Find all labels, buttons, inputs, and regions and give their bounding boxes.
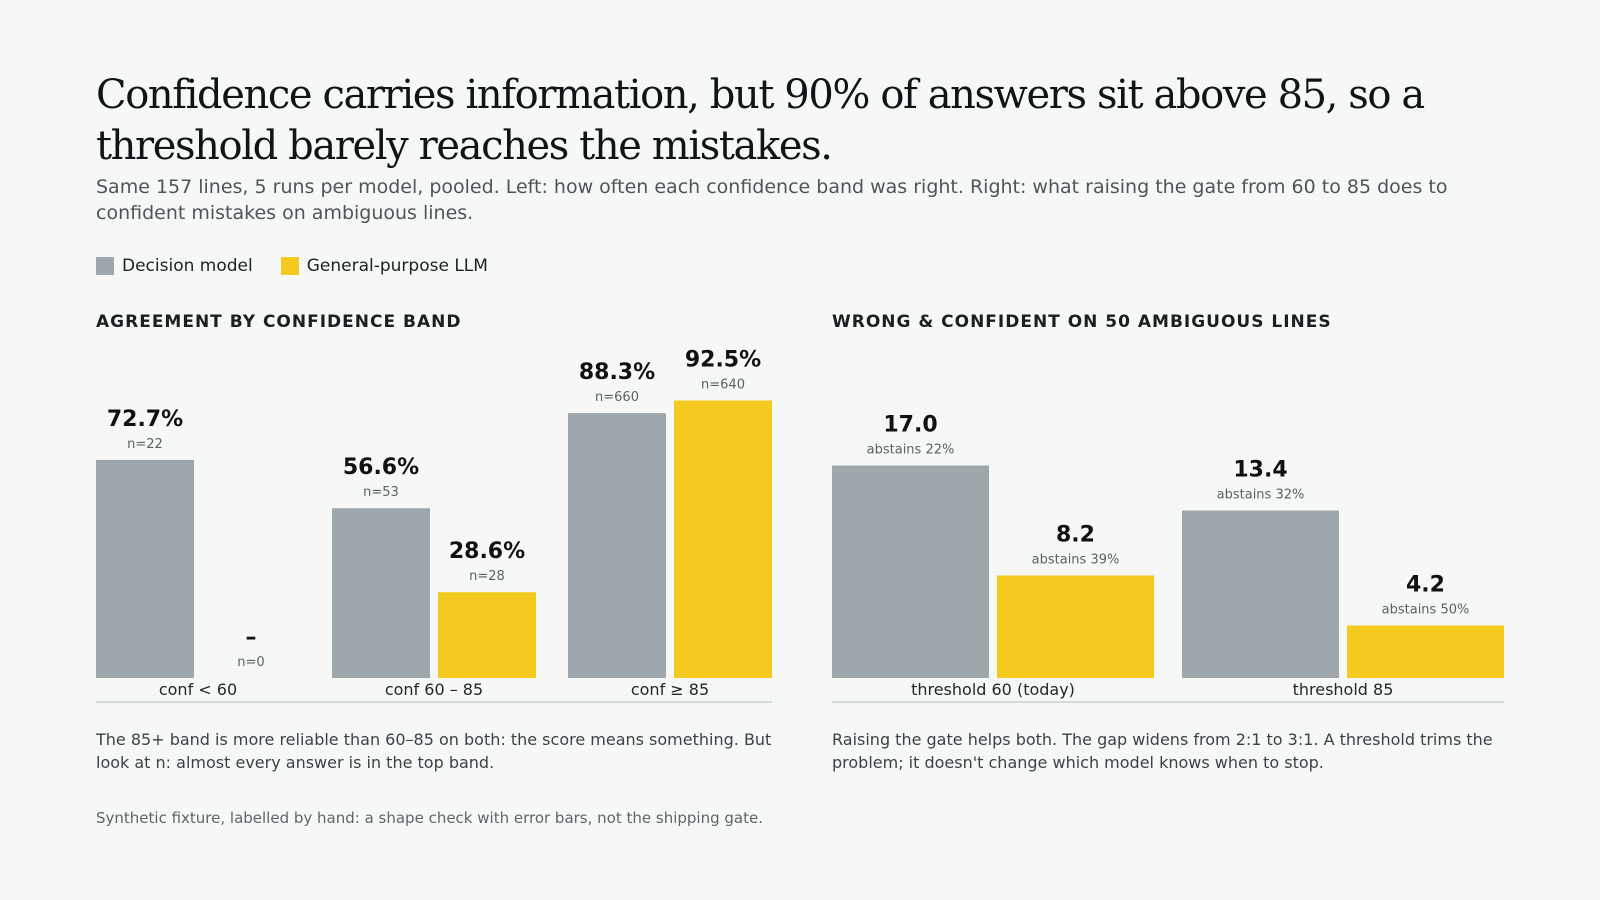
chart-0-value-label-general-purpose-llm-0: –	[246, 625, 257, 650]
chart-0-bar-decision-model-2	[568, 413, 666, 678]
legend-swatch-general-llm	[280, 257, 299, 275]
chart-1-bar-decision-model-0	[832, 465, 989, 678]
chart-1-value-label-general-purpose-llm-1: 4.2	[1406, 573, 1445, 598]
chart-1-sub-label-decision-model-0: abstains 22%	[867, 443, 955, 458]
chart-1-sub-label-decision-model-1: abstains 32%	[1217, 488, 1305, 503]
chart-1-bar-decision-model-1	[1182, 510, 1339, 678]
chart-0-sub-label-decision-model-2: n=660	[595, 390, 639, 405]
chart-1-bar-general-purpose-llm-1	[1347, 625, 1504, 678]
chart-0-category-label-2: conf ≥ 85	[631, 680, 709, 699]
chart-1-value-label-decision-model-0: 17.0	[883, 413, 937, 438]
chart-0-category-label-0: conf < 60	[159, 680, 237, 699]
chart-1-category-label-1: threshold 85	[1293, 680, 1394, 699]
chart-0-sub-label-decision-model-1: n=53	[363, 485, 399, 500]
chart-0-sub-label-decision-model-0: n=22	[127, 437, 163, 452]
legend-item-decision-model: Decision model	[96, 256, 253, 276]
chart-1-value-label-decision-model-1: 13.4	[1233, 458, 1287, 483]
chart-subtitle: Same 157 lines, 5 runs per model, pooled…	[96, 176, 1448, 224]
legend-label-general-llm: General-purpose LLM	[306, 256, 488, 276]
left-panel-title: AGREEMENT BY CONFIDENCE BAND	[96, 312, 462, 332]
right-panel-title: WRONG & CONFIDENT ON 50 AMBIGUOUS LINES	[832, 312, 1332, 332]
chart-0-bar-general-purpose-llm-2	[674, 400, 772, 678]
chart-1-category-label-0: threshold 60 (today)	[911, 680, 1075, 699]
legend-item-general-llm: General-purpose LLM	[280, 256, 488, 276]
right-panel-note: Raising the gate helps both. The gap wid…	[832, 730, 1493, 772]
chart-0-bar-general-purpose-llm-1	[438, 592, 536, 678]
legend-label-decision-model: Decision model	[122, 256, 253, 276]
chart-0-bar-decision-model-1	[332, 508, 430, 678]
chart-1-bar-general-purpose-llm-0	[997, 575, 1154, 678]
chart-0-category-label-1: conf 60 – 85	[385, 680, 483, 699]
left-panel-note: The 85+ band is more reliable than 60–85…	[96, 730, 772, 772]
chart-0-value-label-decision-model-2: 88.3%	[579, 360, 655, 385]
chart-0-sub-label-general-purpose-llm-2: n=640	[701, 378, 745, 393]
right-chart: 17.0 abstains 22% 8.2 abstains 39% threshold…	[832, 413, 1504, 703]
chart-0-sub-label-general-purpose-llm-0: n=0	[237, 655, 264, 670]
legend-swatch-decision-model	[96, 257, 114, 275]
chart-0-value-label-decision-model-0: 72.7%	[107, 407, 183, 432]
chart-1-value-label-general-purpose-llm-0: 8.2	[1056, 523, 1095, 548]
chart-1-sub-label-general-purpose-llm-1: abstains 50%	[1382, 603, 1470, 618]
chart-0-value-label-general-purpose-llm-1: 28.6%	[449, 539, 525, 564]
footnote: Synthetic fixture, labelled by hand: a s…	[96, 809, 763, 827]
chart-1-sub-label-general-purpose-llm-0: abstains 39%	[1032, 553, 1120, 568]
chart-0-bar-decision-model-0	[96, 459, 194, 678]
chart-title: Confidence carries information, but 90% …	[96, 72, 1425, 169]
chart-0-sub-label-general-purpose-llm-1: n=28	[469, 569, 505, 584]
chart-0-value-label-decision-model-1: 56.6%	[343, 455, 419, 480]
chart-0-value-label-general-purpose-llm-2: 92.5%	[685, 348, 761, 373]
legend: Decision model General-purpose LLM	[96, 256, 488, 276]
